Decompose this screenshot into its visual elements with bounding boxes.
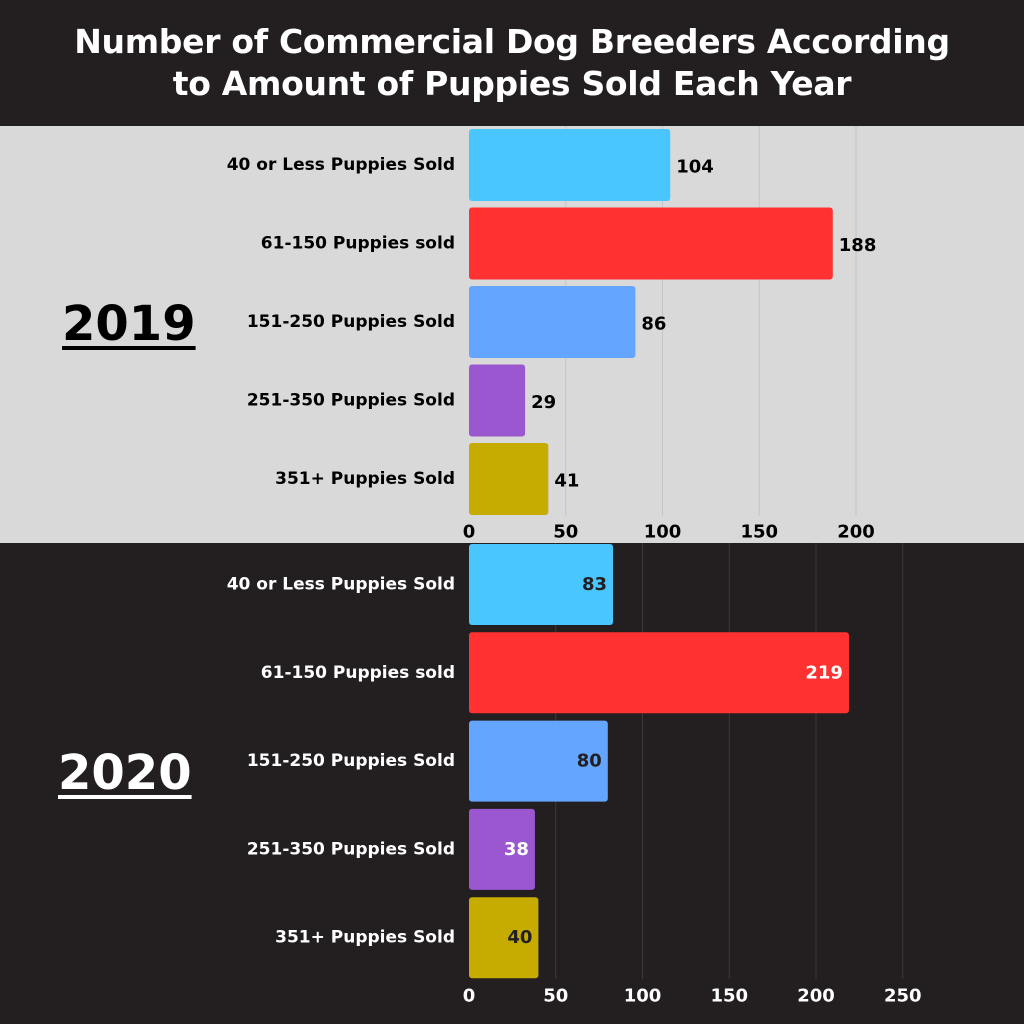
tick-label-2020-100: 100 <box>624 986 662 1007</box>
value-label-2019-3: 86 <box>641 314 666 335</box>
tick-label-2020-50: 50 <box>543 986 568 1007</box>
bar-chart-2020: 40 or Less Puppies Sold 83 61-150 Puppies … <box>227 543 922 1007</box>
category-label-2020-5: 351+ Puppies Sold <box>275 928 455 948</box>
bar-chart-2019: 40 or Less Puppies Sold 104 61-150 Puppies… <box>227 126 877 543</box>
tick-label-2019-0: 0 <box>463 522 476 543</box>
category-label-2020-3: 151-250 Puppies Sold <box>247 751 455 771</box>
header-bar: Number of Commercial Dog Breeders Accord… <box>0 0 1024 126</box>
category-label-2020-1: 40 or Less Puppies Sold <box>227 575 455 595</box>
category-label-2019-5: 351+ Puppies Sold <box>275 469 455 489</box>
bar-2019-1 <box>469 129 671 201</box>
category-label-2020-4: 251-350 Puppies Sold <box>247 839 455 859</box>
bar-2020-1 <box>469 544 614 625</box>
value-label-2020-5: 40 <box>507 927 532 948</box>
tick-label-2020-0: 0 <box>463 986 476 1007</box>
bar-2019-5 <box>469 443 549 515</box>
category-label-2019-1: 40 or Less Puppies Sold <box>227 155 455 175</box>
tick-label-2019-50: 50 <box>553 522 578 543</box>
tick-label-2019-150: 150 <box>740 522 778 543</box>
value-label-2020-4: 38 <box>504 839 529 860</box>
tick-label-2019-100: 100 <box>644 522 682 543</box>
value-label-2019-5: 41 <box>554 471 579 492</box>
bar-2019-3 <box>469 286 636 358</box>
bar-2020-3 <box>469 720 608 802</box>
year-label-2019: 2019 <box>62 296 196 352</box>
tick-label-2020-200: 200 <box>797 986 835 1007</box>
year-label-2020: 2020 <box>58 745 192 801</box>
value-label-2019-4: 29 <box>531 392 556 413</box>
category-label-2020-2: 61-150 Puppies sold <box>261 663 455 683</box>
tick-label-2020-250: 250 <box>884 986 922 1007</box>
category-label-2019-3: 151-250 Puppies Sold <box>247 312 455 332</box>
tick-label-2020-150: 150 <box>710 986 748 1007</box>
bar-2020-4 <box>469 808 535 890</box>
value-label-2020-1: 83 <box>582 574 607 595</box>
category-label-2019-4: 251-350 Puppies Sold <box>247 391 455 411</box>
value-label-2020-2: 219 <box>805 662 843 683</box>
chart-title: Number of Commercial Dog Breeders Accord… <box>74 21 950 103</box>
bar-2020-2 <box>469 632 849 714</box>
tick-label-2019-200: 200 <box>837 522 875 543</box>
bar-2019-2 <box>469 207 833 280</box>
value-label-2019-1: 104 <box>676 157 714 178</box>
value-label-2020-3: 80 <box>577 751 602 772</box>
value-label-2019-2: 188 <box>839 235 877 256</box>
category-label-2019-2: 61-150 Puppies sold <box>261 234 455 254</box>
bar-2020-5 <box>469 897 539 979</box>
bar-2019-4 <box>469 364 526 437</box>
